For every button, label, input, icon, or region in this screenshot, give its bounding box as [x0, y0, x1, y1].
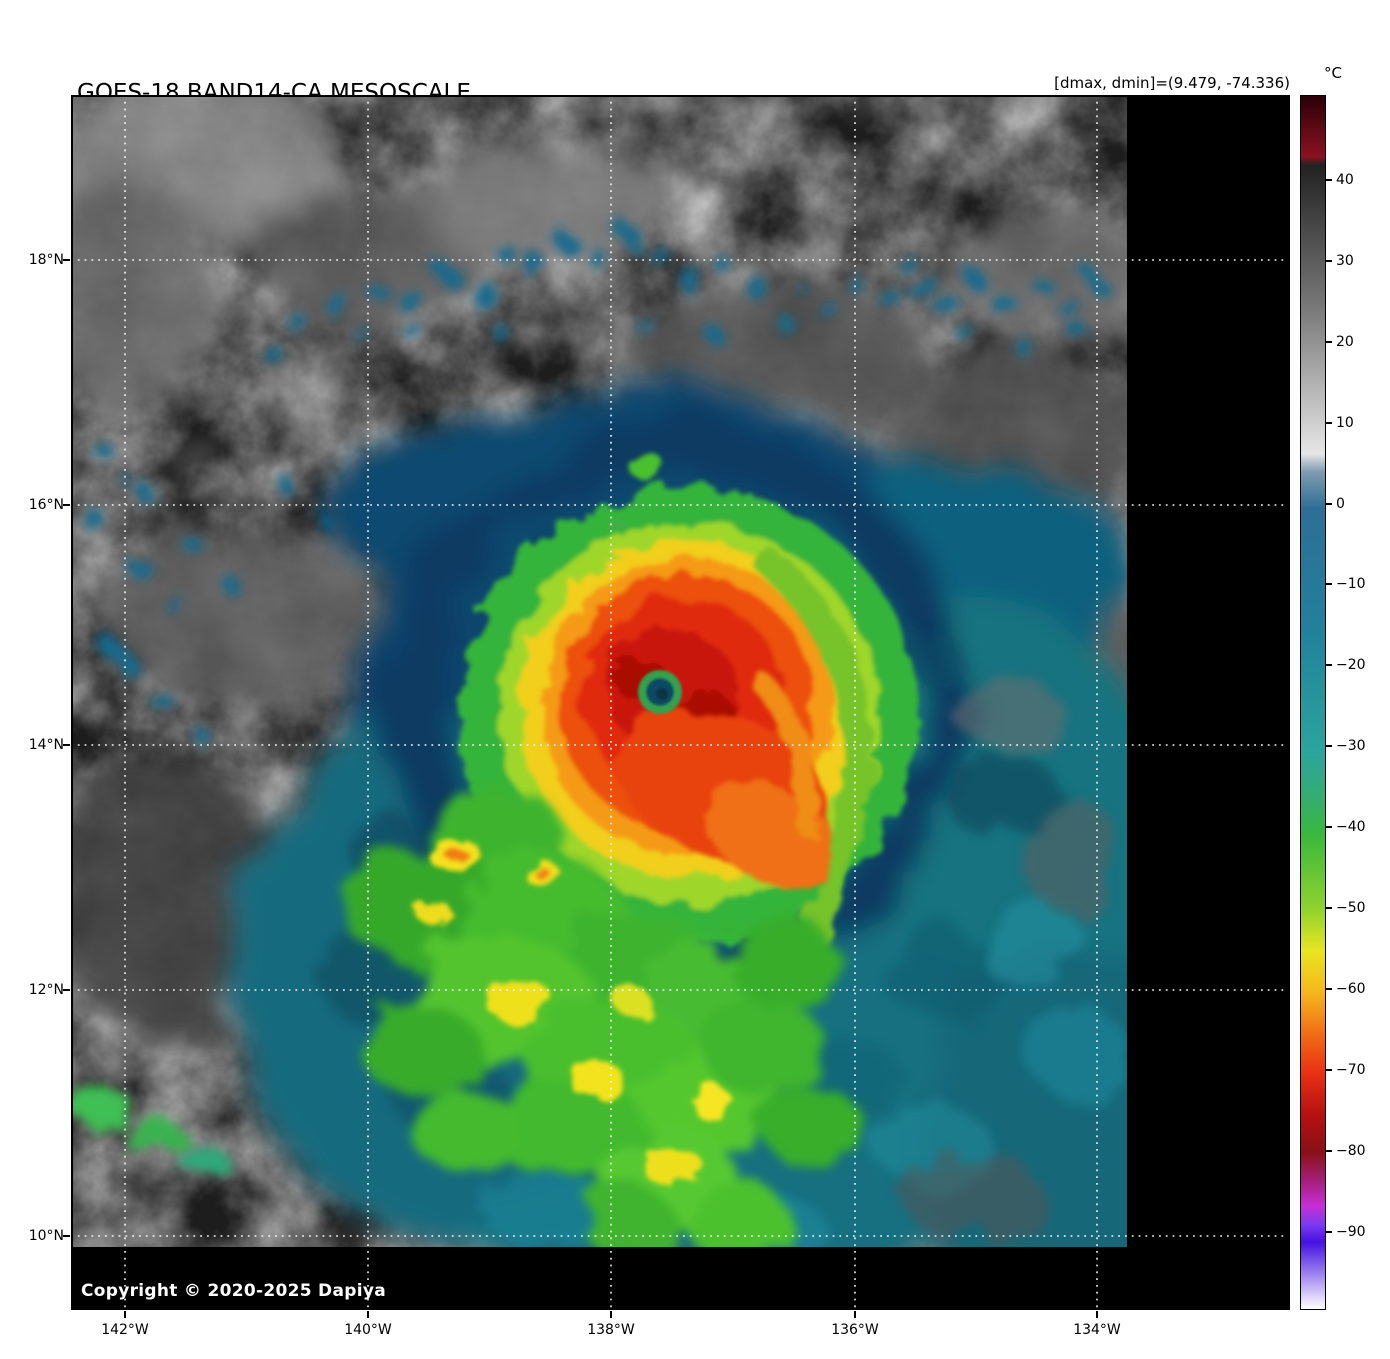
lon-label: 136°W	[831, 1322, 879, 1338]
lat-label: 12°N	[28, 982, 64, 998]
axis-tick	[63, 744, 70, 746]
colorbar-tick-label: −20	[1326, 657, 1366, 673]
axis-tick	[63, 504, 70, 506]
lat-label: 10°N	[28, 1228, 64, 1244]
range-info: [dmax, dmin]=(9.479, -74.336)	[1054, 74, 1290, 92]
lat-label: 16°N	[28, 497, 64, 513]
colorbar-unit: °C	[1324, 64, 1342, 82]
colorbar-tick-label: 0	[1326, 496, 1345, 512]
colorbar-tick-label: 30	[1326, 253, 1354, 269]
lon-label: 134°W	[1073, 1322, 1121, 1338]
colorbar-tick-label: −70	[1326, 1062, 1366, 1078]
lat-label: 14°N	[28, 737, 64, 753]
lat-label: 18°N	[28, 252, 64, 268]
axis-tick	[63, 989, 70, 991]
colorbar	[1300, 95, 1326, 1310]
colorbar-tick-label: 40	[1326, 172, 1354, 188]
axis-tick	[367, 1311, 369, 1318]
colorbar-tick-label: 10	[1326, 415, 1354, 431]
lon-label: 142°W	[101, 1322, 149, 1338]
colorbar-tick-label: −50	[1326, 900, 1366, 916]
copyright: Copyright © 2020-2025 Dapiya	[81, 1281, 386, 1301]
axis-tick	[854, 1311, 856, 1318]
satellite-image	[71, 95, 1290, 1310]
colorbar-tick-label: −90	[1326, 1224, 1366, 1240]
colorbar-tick-label: −60	[1326, 981, 1366, 997]
axis-tick	[610, 1311, 612, 1318]
axis-tick	[63, 259, 70, 261]
axis-tick	[124, 1311, 126, 1318]
axis-tick	[63, 1235, 70, 1237]
map-area: Copyright © 2020-2025 Dapiya	[71, 95, 1290, 1310]
axis-tick	[1096, 1311, 1098, 1318]
colorbar-tick-label: −10	[1326, 576, 1366, 592]
colorbar-tick-label: −30	[1326, 738, 1366, 754]
colorbar-tick-label: −40	[1326, 819, 1366, 835]
lon-label: 140°W	[344, 1322, 392, 1338]
colorbar-tick-label: 20	[1326, 334, 1354, 350]
colorbar-tick-label: −80	[1326, 1143, 1366, 1159]
lon-label: 138°W	[587, 1322, 635, 1338]
